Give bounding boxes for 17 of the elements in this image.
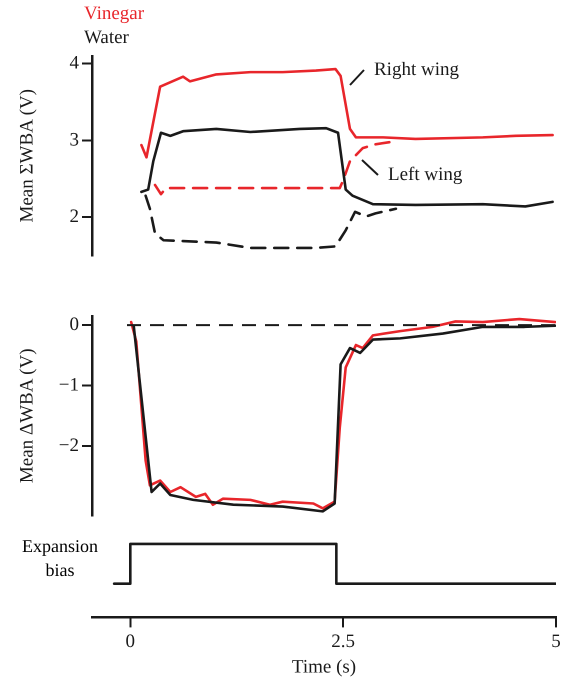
x-tick-label: 2.5 [331,630,356,652]
y-tick-label: 4 [70,52,80,74]
y-axis-title: Mean ΔWBA (V) [16,348,38,484]
x-tick-label: 5 [551,630,561,652]
annotation: Right wing [374,58,460,80]
text: Water [84,26,130,50]
y-tick-label: 3 [70,129,79,150]
x-tick-label: 0 [126,630,136,652]
y-axis-title: Expansion bias [21,535,99,582]
y-tick-label: 2 [70,206,79,228]
y-tick-label: 0 [70,314,79,336]
text: Vinegar [84,2,144,26]
y-tick-label: −1 [58,374,79,396]
x-axis-title: Time (s) [292,656,356,678]
annotation: Left wing [388,164,463,185]
y-axis-title: Mean ΣWBA (V) [16,89,38,223]
y-tick-label: −2 [58,435,79,456]
